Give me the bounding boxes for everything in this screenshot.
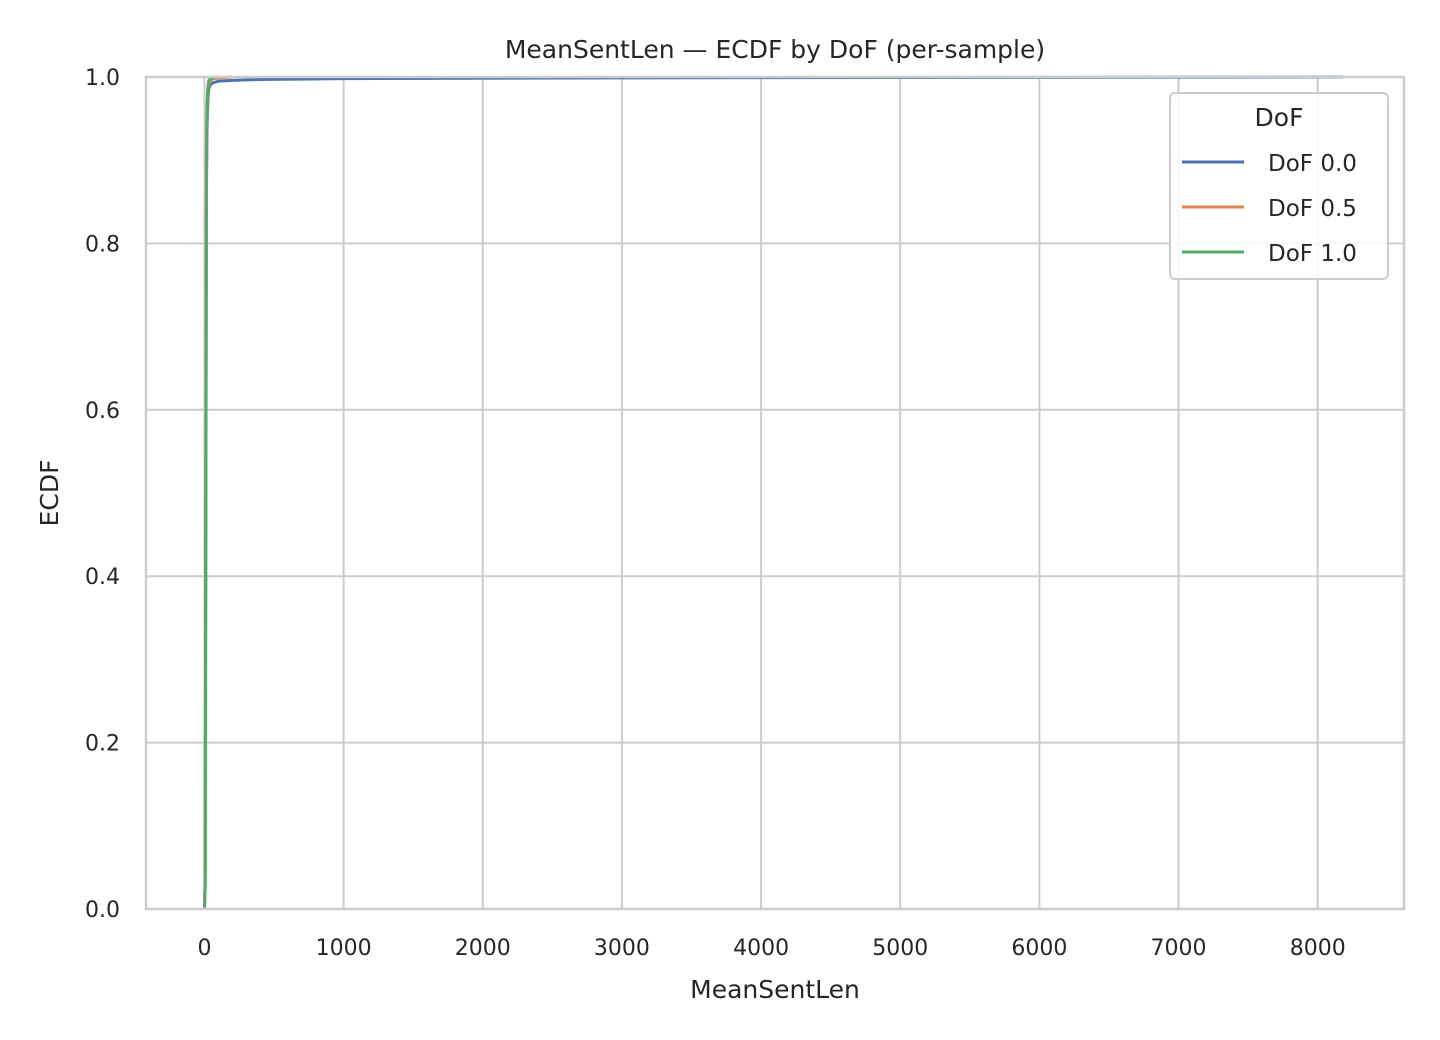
x-tick-label: 8000	[1290, 936, 1346, 961]
x-tick-label: 1000	[316, 936, 372, 961]
y-tick-label: 0.0	[85, 898, 120, 923]
x-tick-label: 5000	[872, 936, 928, 961]
y-tick-label: 0.8	[85, 232, 120, 257]
x-tick-label: 7000	[1151, 936, 1207, 961]
plot-frame	[144, 75, 1406, 911]
x-axis-label: MeanSentLen	[690, 975, 860, 1004]
legend-label: DoF 1.0	[1268, 241, 1357, 267]
x-tick-label: 0	[197, 936, 211, 961]
x-tick-label: 4000	[733, 936, 789, 961]
x-tick-label: 3000	[594, 936, 650, 961]
y-axis-label: ECDF	[35, 460, 64, 527]
legend-title: DoF	[1255, 103, 1304, 132]
y-tick-label: 0.4	[85, 565, 120, 590]
y-tick-label: 1.0	[85, 66, 120, 91]
legend-label: DoF 0.0	[1268, 151, 1357, 177]
y-tick-labels: 0.0 0.2 0.4 0.6 0.8 1.0	[85, 66, 120, 923]
legend: DoF DoF 0.0 DoF 0.5 DoF 1.0	[1169, 92, 1389, 280]
legend-label: DoF 0.5	[1268, 196, 1357, 222]
chart-title: MeanSentLen — ECDF by DoF (per-sample)	[505, 35, 1045, 64]
y-tick-label: 0.2	[85, 732, 120, 757]
x-tick-labels: 0 1000 2000 3000 4000 5000 6000 7000 8000	[197, 936, 1345, 961]
series-lines	[202, 75, 1343, 910]
x-tick-label: 2000	[455, 936, 511, 961]
legend-box	[1169, 92, 1389, 280]
series-line-dof-1-0	[202, 75, 218, 910]
x-tick-label: 6000	[1011, 936, 1067, 961]
legend-items: DoF 0.0 DoF 0.5 DoF 1.0	[1182, 151, 1357, 267]
y-tick-label: 0.6	[85, 399, 120, 424]
series-line-dof-0-5	[202, 75, 233, 910]
